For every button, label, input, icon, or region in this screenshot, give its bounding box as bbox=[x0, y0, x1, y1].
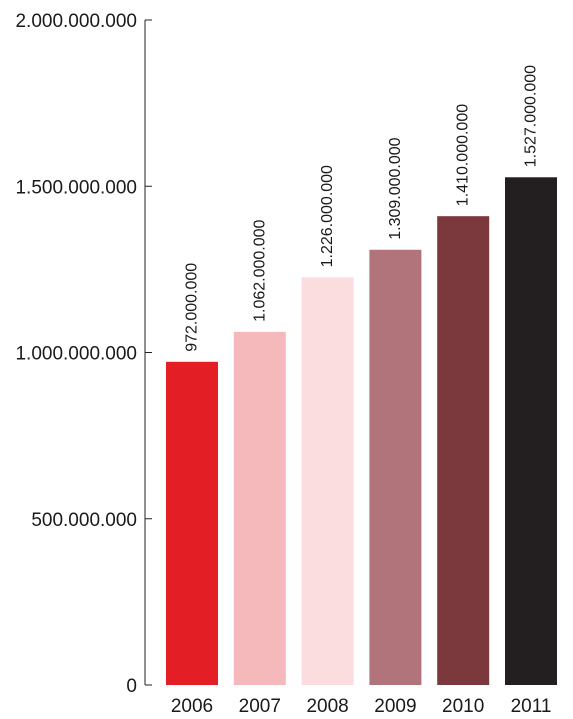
bar-2008 bbox=[301, 277, 354, 685]
x-tick-label-2009: 2009 bbox=[374, 696, 416, 717]
y-ticks: 0 500.000.000 1.000.000.000 1.500.000.000 2.… bbox=[15, 11, 152, 697]
data-label-2007: 1.062.000.000 bbox=[251, 219, 268, 321]
y-tick-label-1: 500.000.000 bbox=[31, 510, 137, 531]
data-labels: 972.000.000 1.062.000.000 1.226.000.000 1.3… bbox=[184, 65, 540, 352]
bars bbox=[166, 177, 557, 686]
bar-2009 bbox=[369, 249, 422, 685]
y-tick-label-0: 0 bbox=[126, 676, 137, 697]
bar-2007 bbox=[233, 331, 286, 685]
data-label-2006: 972.000.000 bbox=[184, 263, 201, 352]
x-labels: 2006 2007 2008 2009 2010 2011 bbox=[171, 696, 552, 717]
data-label-2011: 1.527.000.000 bbox=[523, 65, 540, 167]
bar-2011 bbox=[505, 177, 557, 685]
data-label-2008: 1.226.000.000 bbox=[319, 165, 336, 267]
data-label-2010: 1.410.000.000 bbox=[455, 104, 472, 206]
bar-2010 bbox=[437, 216, 490, 686]
x-tick-label-2010: 2010 bbox=[442, 696, 484, 717]
y-tick-label-4: 2.000.000.000 bbox=[15, 11, 137, 32]
x-tick-label-2011: 2011 bbox=[511, 696, 552, 717]
y-tick-label-3: 1.500.000.000 bbox=[15, 177, 137, 198]
y-tick-label-2: 1.000.000.000 bbox=[15, 344, 137, 365]
x-tick-label-2008: 2008 bbox=[306, 696, 348, 717]
bar-2006 bbox=[166, 361, 218, 685]
x-tick-label-2006: 2006 bbox=[171, 696, 213, 717]
x-tick-label-2007: 2007 bbox=[239, 696, 281, 717]
data-label-2009: 1.309.000.000 bbox=[387, 137, 404, 239]
